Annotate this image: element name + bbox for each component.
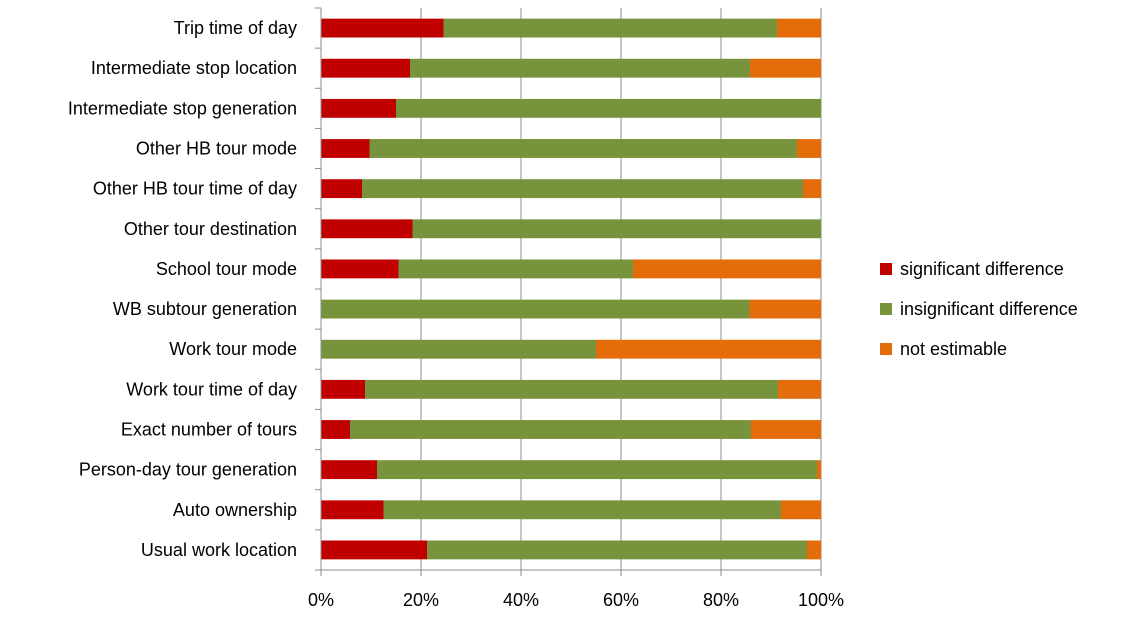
category-label: Other HB tour mode [136,139,297,159]
bar-segment-significant-difference [321,18,444,38]
category-label: Person-day tour generation [79,460,297,480]
legend-label: significant difference [900,259,1064,279]
bar-segment-insignificant-difference [427,540,807,560]
bar-segment-insignificant-difference [443,18,777,38]
bar-segment-insignificant-difference [365,379,778,399]
category-label: Usual work location [141,540,297,560]
bar-segment-significant-difference [321,420,350,439]
bar-segment-not-estimable [633,259,821,279]
category-label: Work tour time of day [126,379,297,399]
category-label: Other tour destination [124,219,297,239]
x-tick-label: 20% [403,590,439,610]
legend-label: insignificant difference [900,299,1078,319]
x-axis: 0% 20% 40% 60% 80% 100% [308,569,844,610]
bar-segment-significant-difference [321,460,377,480]
bar-segment-insignificant-difference [362,179,803,199]
x-tick-label: 60% [603,590,639,610]
bar-segment-significant-difference [321,58,410,78]
bar-segment-not-estimable [751,420,821,439]
gridlines [420,8,822,570]
bar-segment-insignificant-difference [412,219,821,239]
category-label: Auto ownership [173,500,297,520]
bar-segment-insignificant-difference [396,98,821,118]
bar-segment-not-estimable [596,339,821,359]
bar-segment-not-estimable [781,500,821,520]
x-tick-label: 100% [798,590,844,610]
bar-segment-insignificant-difference [383,500,781,520]
bar-segment-significant-difference [321,219,413,239]
bar-segment-not-estimable [817,460,821,480]
bar-segment-not-estimable [803,179,821,199]
category-label: Work tour mode [169,339,297,359]
bars [321,18,821,560]
category-label: WB subtour generation [113,299,297,319]
legend-swatch [880,343,892,355]
bar-segment-significant-difference [321,500,384,520]
bar-segment-significant-difference [321,379,365,399]
x-tick-label: 80% [703,590,739,610]
bar-segment-significant-difference [321,98,396,118]
category-label: Other HB tour time of day [93,179,297,199]
bar-segment-not-estimable [749,299,821,319]
category-label: Intermediate stop location [91,58,297,78]
category-label: Exact number of tours [121,420,297,440]
bar-segment-not-estimable [797,139,821,158]
legend-swatch [880,303,892,315]
bar-segment-not-estimable [807,540,821,560]
bar-segment-insignificant-difference [350,420,751,439]
bar-segment-insignificant-difference [321,339,596,359]
legend: significant difference insignificant diff… [880,259,1078,359]
bar-segment-insignificant-difference [410,58,750,78]
bar-segment-insignificant-difference [377,460,817,480]
bar-segment-significant-difference [321,139,370,158]
bar-segment-insignificant-difference [398,259,633,279]
legend-label: not estimable [900,339,1007,359]
x-tick-label: 40% [503,590,539,610]
bar-segment-significant-difference [321,179,362,199]
bar-segment-not-estimable [778,379,821,399]
category-label: School tour mode [156,259,297,279]
category-label: Trip time of day [174,18,297,38]
bar-segment-insignificant-difference [321,299,750,319]
bar-segment-significant-difference [321,540,427,560]
y-axis: Trip time of day Intermediate stop locati… [68,7,322,571]
bar-segment-insignificant-difference [369,139,797,158]
legend-swatch [880,263,892,275]
bar-segment-significant-difference [321,259,399,279]
bar-segment-not-estimable [750,58,821,78]
category-label: Intermediate stop generation [68,98,297,118]
bar-segment-not-estimable [777,18,821,38]
x-tick-label: 0% [308,590,334,610]
